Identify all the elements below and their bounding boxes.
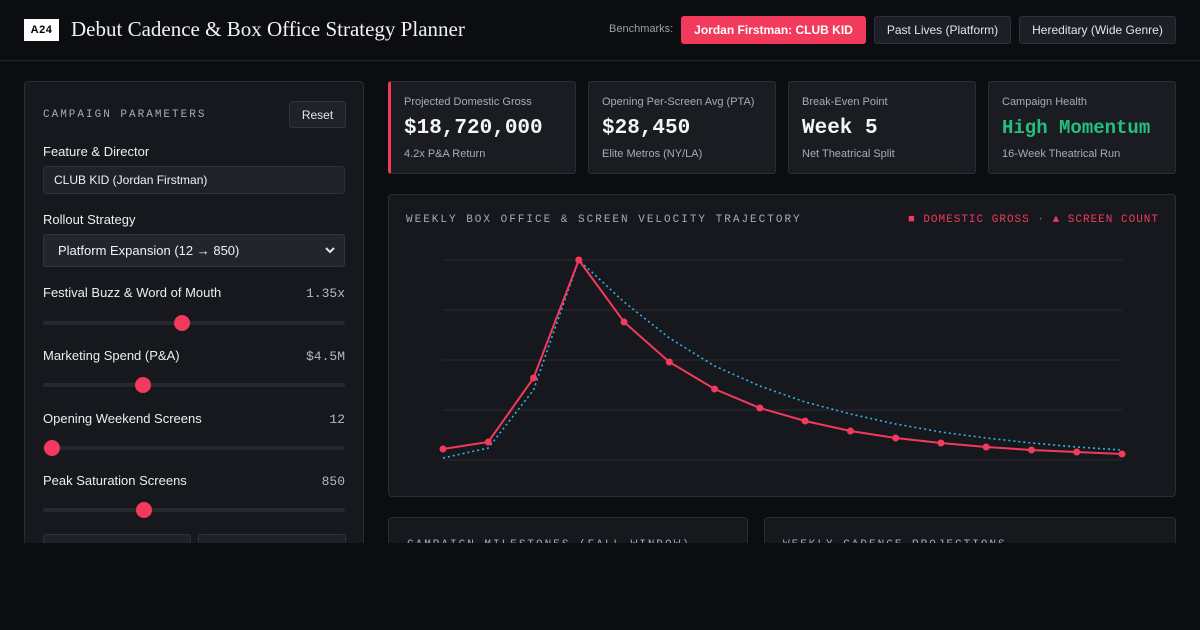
gross-point [484, 438, 492, 446]
rollout-select-value: Platform Expansion (12 → 850) [58, 243, 240, 258]
opening-screens-label: Opening Weekend Screens [43, 411, 202, 426]
gross-point [982, 443, 990, 451]
feature-label: Feature & Director [43, 144, 150, 159]
opening-screens-value: 12 [329, 412, 345, 427]
gross-point [1027, 446, 1035, 454]
kpi-sub: 4.2x P&A Return [404, 148, 486, 160]
page-bottom [0, 543, 1200, 630]
gross-point [620, 318, 628, 326]
slider-track [43, 321, 345, 325]
domestic-gross-line [442, 257, 1123, 455]
kpi-campaign-health: Campaign Health High Momentum 16-Week Th… [988, 81, 1176, 174]
kpi-sub: 16-Week Theatrical Run [1002, 148, 1121, 160]
opening-screens-slider[interactable] [43, 440, 345, 456]
kpi-value: $18,720,000 [404, 117, 543, 140]
gross-point [937, 439, 945, 447]
legend-screens: ▲ SCREEN COUNT [1052, 214, 1159, 226]
app-header: A24 Debut Cadence & Box Office Strategy … [0, 0, 1200, 61]
slider-thumb[interactable] [136, 502, 153, 518]
legend-separator: · [1037, 214, 1045, 226]
kpi-value: Week 5 [802, 117, 878, 140]
trajectory-chart-card: WEEKLY BOX OFFICE & SCREEN VELOCITY TRAJ… [388, 194, 1176, 497]
festival-buzz-slider[interactable] [43, 315, 345, 331]
rollout-label: Rollout Strategy [43, 212, 136, 227]
kpi-value: High Momentum [1002, 117, 1151, 139]
benchmarks-label: Benchmarks: [609, 23, 674, 35]
benchmark-past-lives-button[interactable]: Past Lives (Platform) [874, 16, 1011, 44]
slider-thumb[interactable] [173, 315, 190, 331]
peak-screens-value: 850 [321, 474, 345, 489]
legend-gross: ■ DOMESTIC GROSS [908, 214, 1030, 226]
kpi-domestic-gross: Projected Domestic Gross $18,720,000 4.2… [388, 81, 576, 174]
chart-legend: ■ DOMESTIC GROSS · ▲ SCREEN COUNT [908, 214, 1159, 226]
peak-screens-label: Peak Saturation Screens [43, 473, 187, 488]
slider-thumb[interactable] [134, 377, 151, 393]
marketing-spend-value: $4.5M [305, 349, 345, 364]
kpi-break-even: Break-Even Point Week 5 Net Theatrical S… [788, 81, 976, 174]
kpi-sub: Net Theatrical Split [802, 148, 895, 160]
trajectory-chart [439, 256, 1126, 461]
panel-title: CAMPAIGN PARAMETERS [43, 109, 207, 121]
gross-point [665, 358, 673, 366]
slider-track [43, 508, 345, 512]
marketing-spend-label: Marketing Spend (P&A) [43, 348, 180, 363]
gross-point [530, 374, 538, 382]
benchmark-hereditary-button[interactable]: Hereditary (Wide Genre) [1019, 16, 1176, 44]
gross-point [575, 256, 583, 264]
benchmark-club-kid-button[interactable]: Jordan Firstman: CLUB KID [681, 16, 866, 44]
gross-point [756, 404, 764, 412]
campaign-parameters-panel: CAMPAIGN PARAMETERS Reset Feature & Dire… [24, 81, 364, 554]
festival-buzz-label: Festival Buzz & Word of Mouth [43, 285, 222, 300]
slider-track [43, 383, 345, 387]
gross-point [1118, 450, 1126, 458]
kpi-sub: Elite Metros (NY/LA) [602, 148, 703, 160]
screen-count-line [442, 258, 1123, 459]
gross-point [846, 427, 854, 435]
gross-point [892, 434, 900, 442]
peak-screens-slider[interactable] [43, 502, 345, 518]
kpi-label: Projected Domestic Gross [404, 96, 532, 108]
gross-point [439, 445, 447, 453]
slider-track [43, 446, 345, 450]
chart-title: WEEKLY BOX OFFICE & SCREEN VELOCITY TRAJ… [406, 214, 802, 226]
reset-button[interactable]: Reset [289, 101, 346, 128]
slider-thumb[interactable] [44, 440, 61, 456]
gross-point [1073, 448, 1081, 456]
festival-buzz-value: 1.35x [305, 286, 345, 301]
kpi-value: $28,450 [602, 117, 691, 140]
chevron-down-icon [325, 247, 335, 254]
rollout-select[interactable]: Platform Expansion (12 → 850) [43, 234, 345, 267]
gross-point [711, 385, 719, 393]
page-title: Debut Cadence & Box Office Strategy Plan… [71, 17, 465, 41]
kpi-label: Break-Even Point [802, 96, 888, 108]
marketing-spend-slider[interactable] [43, 377, 345, 393]
a24-logo: A24 [24, 19, 59, 41]
kpi-label: Opening Per-Screen Avg (PTA) [602, 96, 755, 108]
feature-input[interactable]: CLUB KID (Jordan Firstman) [43, 166, 345, 194]
gross-point [801, 417, 809, 425]
kpi-per-screen-avg: Opening Per-Screen Avg (PTA) $28,450 Eli… [588, 81, 776, 174]
kpi-label: Campaign Health [1002, 96, 1087, 108]
